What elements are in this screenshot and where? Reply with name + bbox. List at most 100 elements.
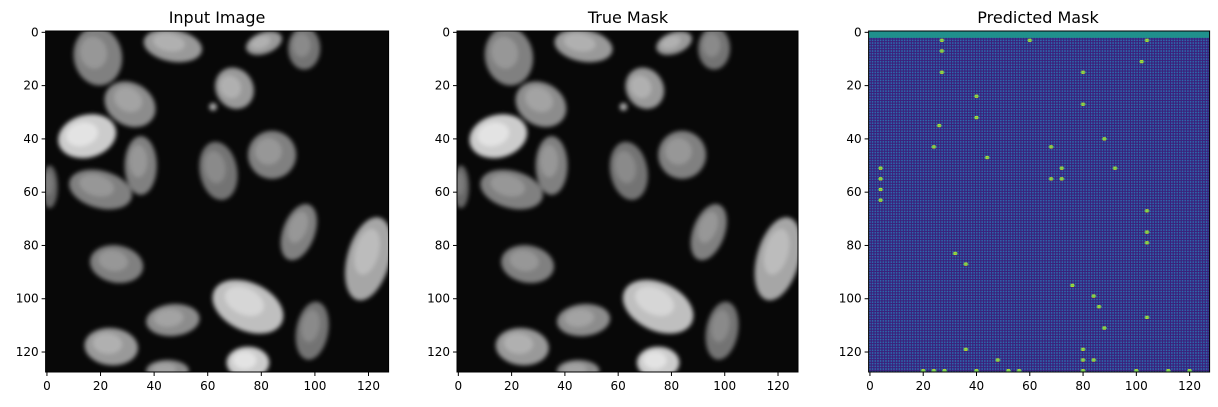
nucleus-highlight	[232, 351, 257, 370]
y-tick-label: 120	[839, 345, 862, 359]
panel-input-image: Input Image 0 20 40 60 80 100 120 0 20 40 60 80 100…	[16, 8, 390, 393]
y-tick-label: 20	[23, 79, 38, 93]
predicted-hot-pixel-glow	[877, 167, 884, 170]
x-tick-label: 20	[93, 379, 108, 393]
predicted-hot-pixel-glow	[941, 369, 948, 372]
nucleus-highlight	[503, 333, 534, 354]
predicted-hot-pixel-glow	[1048, 177, 1054, 180]
predicted-hot-pixel-glow	[877, 188, 884, 191]
nucleus-highlight	[301, 310, 320, 342]
y-tick-label: 0	[854, 25, 862, 39]
nucleus-highlight	[204, 151, 226, 183]
x-tick-label: 60	[611, 379, 626, 393]
nucleus-highlight	[698, 211, 718, 243]
predicted-hot-pixel-glow	[1101, 327, 1107, 329]
nucleus-highlight	[354, 228, 380, 275]
image-predicted-mask	[868, 31, 1210, 372]
nucleus-highlight	[564, 309, 594, 327]
x-tick-label: 60	[200, 379, 215, 393]
nucleus-highlight	[92, 333, 123, 354]
y-tick-label: 40	[846, 132, 861, 146]
x-tick-label: 40	[146, 379, 161, 393]
nucleus-highlight	[114, 86, 143, 113]
title-true-mask: True Mask	[587, 8, 669, 27]
predicted-hot-pixel-glow	[877, 199, 884, 202]
nucleus-highlight	[129, 145, 148, 178]
predicted-hot-pixel-glow	[1144, 39, 1150, 42]
nucleus-highlight	[250, 35, 271, 49]
nucleus-highlight	[490, 174, 525, 197]
nucleus-highlight	[620, 104, 626, 109]
predicted-hot-pixel-glow	[1091, 359, 1097, 361]
predicted-hot-pixel-glow	[1144, 241, 1150, 244]
predicted-hot-pixel-glow	[920, 369, 926, 372]
predicted-hot-pixel-glow	[1096, 305, 1102, 308]
predicted-hot-pixel-glow	[1027, 39, 1033, 42]
x-tick-label: 80	[254, 379, 269, 393]
y-tick-label: 80	[435, 238, 450, 252]
image-input	[45, 31, 389, 372]
predicted-hot-pixel-glow	[1080, 348, 1086, 351]
nucleus-highlight	[702, 33, 721, 57]
predicted-hot-pixel-glow	[1059, 167, 1065, 170]
predicted-hot-pixel-glow	[1139, 60, 1145, 63]
nucleus-highlight	[255, 138, 282, 165]
axes-frame-predicted	[868, 30, 1211, 373]
predicted-hot-pixel-glow	[1048, 145, 1054, 148]
x-tick-label: 80	[664, 379, 679, 393]
yticks-predicted: 0 20 40 60 80 100 120	[839, 25, 869, 359]
predicted-hot-pixel-glow	[931, 369, 937, 372]
nucleus-highlight	[630, 75, 652, 99]
y-tick-label: 40	[23, 132, 38, 146]
nucleus-highlight	[80, 36, 107, 69]
y-tick-label: 80	[23, 238, 38, 252]
nucleus-highlight	[288, 211, 309, 243]
y-tick-label: 120	[16, 345, 39, 359]
xticks-input: 0 20 40 60 80 100 120	[43, 372, 380, 393]
predicted-hot-pixel-glow	[1165, 369, 1171, 372]
nucleus-highlight	[525, 86, 554, 113]
y-tick-label: 100	[16, 292, 39, 306]
nucleus-highlight	[152, 363, 177, 372]
x-tick-label: 100	[713, 379, 736, 393]
nucleus-highlight	[153, 309, 184, 327]
y-tick-label: 100	[427, 292, 450, 306]
nucleus-highlight	[79, 174, 114, 197]
predicted-hot-pixel-glow	[1016, 369, 1022, 372]
predicted-hot-pixel-glow	[931, 145, 937, 148]
x-tick-label: 120	[1178, 379, 1201, 393]
nucleus-highlight	[643, 351, 667, 370]
nuclei-layer	[457, 31, 798, 372]
predicted-hot-pixel-glow	[1059, 177, 1065, 180]
nucleus-highlight	[661, 35, 681, 49]
nucleus-highlight	[563, 33, 596, 52]
axes-frame-true	[456, 30, 799, 373]
x-tick-label: 100	[1125, 379, 1148, 393]
y-tick-label: 20	[435, 79, 450, 93]
xticks-predicted: 0 20 40 60 80 100 120	[866, 372, 1201, 393]
nucleus-highlight	[711, 310, 730, 342]
title-predicted-mask: Predicted Mask	[977, 8, 1099, 27]
nucleus-highlight	[614, 151, 636, 183]
predicted-hot-pixel-glow	[995, 359, 1001, 361]
predicted-hot-pixel-glow	[1133, 369, 1139, 372]
predicted-hot-pixel-glow	[952, 252, 958, 255]
predicted-hot-pixel-glow	[939, 39, 945, 42]
nucleus-highlight	[219, 75, 242, 99]
axes-frame-input	[45, 30, 390, 373]
x-tick-label: 120	[357, 379, 380, 393]
predicted-hot-pixel-glow	[973, 369, 980, 372]
x-tick-label: 0	[866, 379, 874, 393]
predicted-hot-pixel-glow	[1080, 71, 1086, 74]
x-tick-label: 20	[504, 379, 519, 393]
nucleus-highlight	[763, 228, 790, 275]
predicted-hot-pixel-glow	[1080, 103, 1086, 106]
y-tick-label: 20	[846, 79, 861, 93]
panel-predicted-mask: Predicted Mask 0 20 40 60 80 100 120 0 20 40 60 80…	[839, 8, 1211, 393]
predicted-hot-pixel-glow	[936, 124, 942, 127]
y-tick-label: 40	[435, 132, 450, 146]
predicted-background	[868, 31, 1210, 372]
nucleus-highlight	[563, 363, 587, 372]
predicted-hot-pixel-glow	[939, 71, 945, 74]
